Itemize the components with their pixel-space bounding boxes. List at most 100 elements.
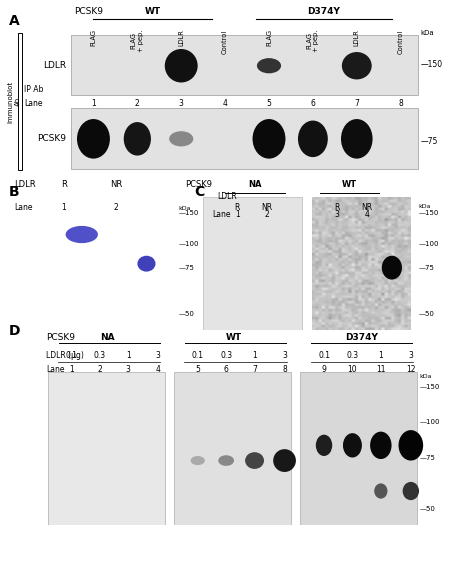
Text: R: R bbox=[334, 203, 340, 212]
Text: R: R bbox=[61, 180, 67, 190]
Text: Control: Control bbox=[222, 29, 228, 54]
Text: LDLR: LDLR bbox=[178, 29, 184, 46]
Text: —50: —50 bbox=[419, 311, 434, 317]
Bar bbox=[300, 372, 417, 525]
Ellipse shape bbox=[137, 255, 156, 272]
Text: B: B bbox=[9, 185, 20, 199]
Text: 2: 2 bbox=[265, 210, 269, 219]
Bar bbox=[174, 372, 291, 525]
Text: —100: —100 bbox=[419, 241, 439, 247]
Text: —75: —75 bbox=[419, 265, 434, 271]
Text: 3: 3 bbox=[156, 351, 161, 360]
Text: C: C bbox=[194, 185, 204, 199]
Text: 1: 1 bbox=[61, 203, 66, 212]
Text: 0.3: 0.3 bbox=[94, 351, 106, 360]
Text: NR: NR bbox=[261, 203, 273, 212]
Bar bbox=[72, 108, 418, 169]
Text: —100: —100 bbox=[419, 420, 440, 425]
Text: 8: 8 bbox=[282, 365, 287, 373]
Text: 0.1: 0.1 bbox=[192, 351, 204, 360]
Text: Control: Control bbox=[398, 29, 404, 54]
Text: kDa: kDa bbox=[420, 30, 434, 36]
Text: WT: WT bbox=[342, 180, 357, 190]
Text: FLAG
+ pep.: FLAG + pep. bbox=[131, 29, 144, 52]
Ellipse shape bbox=[341, 119, 372, 158]
Bar bbox=[203, 197, 302, 330]
Text: 1: 1 bbox=[235, 210, 240, 219]
Ellipse shape bbox=[257, 58, 281, 73]
Text: D374Y: D374Y bbox=[307, 7, 340, 16]
Text: 7: 7 bbox=[354, 99, 359, 108]
Text: 4: 4 bbox=[223, 99, 228, 108]
Bar bbox=[72, 34, 418, 95]
Text: 1: 1 bbox=[252, 351, 257, 360]
Ellipse shape bbox=[253, 119, 286, 158]
Ellipse shape bbox=[66, 226, 98, 243]
Text: FLAG: FLAG bbox=[91, 29, 97, 46]
Text: FLAG
+ pep.: FLAG + pep. bbox=[306, 29, 319, 52]
Text: D: D bbox=[9, 324, 21, 338]
Text: 0.1: 0.1 bbox=[66, 351, 78, 360]
Text: NA: NA bbox=[100, 333, 115, 342]
Text: 3: 3 bbox=[408, 351, 413, 360]
Text: NR: NR bbox=[361, 203, 372, 212]
Ellipse shape bbox=[402, 482, 419, 500]
Text: 2: 2 bbox=[135, 99, 140, 108]
Text: PCSK9: PCSK9 bbox=[185, 180, 212, 190]
Text: R: R bbox=[235, 203, 240, 212]
Bar bbox=[312, 197, 411, 330]
Text: Lane: Lane bbox=[14, 203, 32, 212]
Ellipse shape bbox=[245, 452, 264, 469]
Text: 7: 7 bbox=[252, 365, 257, 373]
Text: LDLR (μg): LDLR (μg) bbox=[46, 351, 84, 360]
Text: FLAG: FLAG bbox=[266, 29, 272, 46]
Text: LDLR: LDLR bbox=[354, 29, 360, 46]
Text: —150: —150 bbox=[420, 60, 443, 69]
Ellipse shape bbox=[298, 121, 328, 157]
Text: 0.1: 0.1 bbox=[318, 351, 330, 360]
Text: IP Ab: IP Ab bbox=[24, 85, 43, 94]
Text: WT: WT bbox=[145, 7, 161, 16]
Text: 1: 1 bbox=[69, 365, 74, 373]
Ellipse shape bbox=[374, 483, 388, 499]
Ellipse shape bbox=[343, 433, 362, 457]
Text: LDLR: LDLR bbox=[14, 180, 36, 190]
Text: LDLR: LDLR bbox=[43, 61, 66, 70]
Text: kDa: kDa bbox=[179, 205, 191, 210]
Bar bbox=[18, 33, 22, 170]
Text: —75: —75 bbox=[179, 265, 195, 271]
Text: 3: 3 bbox=[334, 210, 340, 219]
Text: 12: 12 bbox=[406, 365, 416, 373]
Text: Lane: Lane bbox=[212, 210, 231, 219]
Ellipse shape bbox=[124, 122, 151, 156]
Text: Lane: Lane bbox=[24, 99, 43, 108]
Text: 9: 9 bbox=[322, 365, 327, 373]
Text: kDa: kDa bbox=[419, 204, 431, 209]
Text: 3: 3 bbox=[282, 351, 287, 360]
Ellipse shape bbox=[342, 52, 372, 80]
Text: 0.3: 0.3 bbox=[346, 351, 359, 360]
Text: 1: 1 bbox=[91, 99, 96, 108]
Text: 5: 5 bbox=[267, 99, 272, 108]
Text: —75: —75 bbox=[419, 455, 435, 461]
Text: —150: —150 bbox=[419, 385, 440, 390]
Text: 4: 4 bbox=[156, 365, 161, 373]
Ellipse shape bbox=[370, 431, 392, 459]
Text: 8: 8 bbox=[398, 99, 403, 108]
Text: LDLR: LDLR bbox=[217, 192, 237, 201]
Text: 10: 10 bbox=[347, 365, 357, 373]
Text: 0.3: 0.3 bbox=[220, 351, 232, 360]
Text: 3: 3 bbox=[126, 365, 131, 373]
Text: —50: —50 bbox=[419, 506, 435, 512]
Ellipse shape bbox=[77, 119, 110, 158]
Text: Immunoblot
Ab: Immunoblot Ab bbox=[7, 81, 21, 122]
Ellipse shape bbox=[169, 131, 193, 147]
Text: PCSK9: PCSK9 bbox=[46, 333, 75, 342]
Text: —150: —150 bbox=[179, 210, 199, 217]
Text: —150: —150 bbox=[419, 210, 439, 217]
Text: A: A bbox=[9, 14, 20, 28]
Text: 4: 4 bbox=[365, 210, 369, 219]
Text: D374Y: D374Y bbox=[346, 333, 378, 342]
Text: 11: 11 bbox=[376, 365, 386, 373]
Ellipse shape bbox=[218, 455, 234, 466]
